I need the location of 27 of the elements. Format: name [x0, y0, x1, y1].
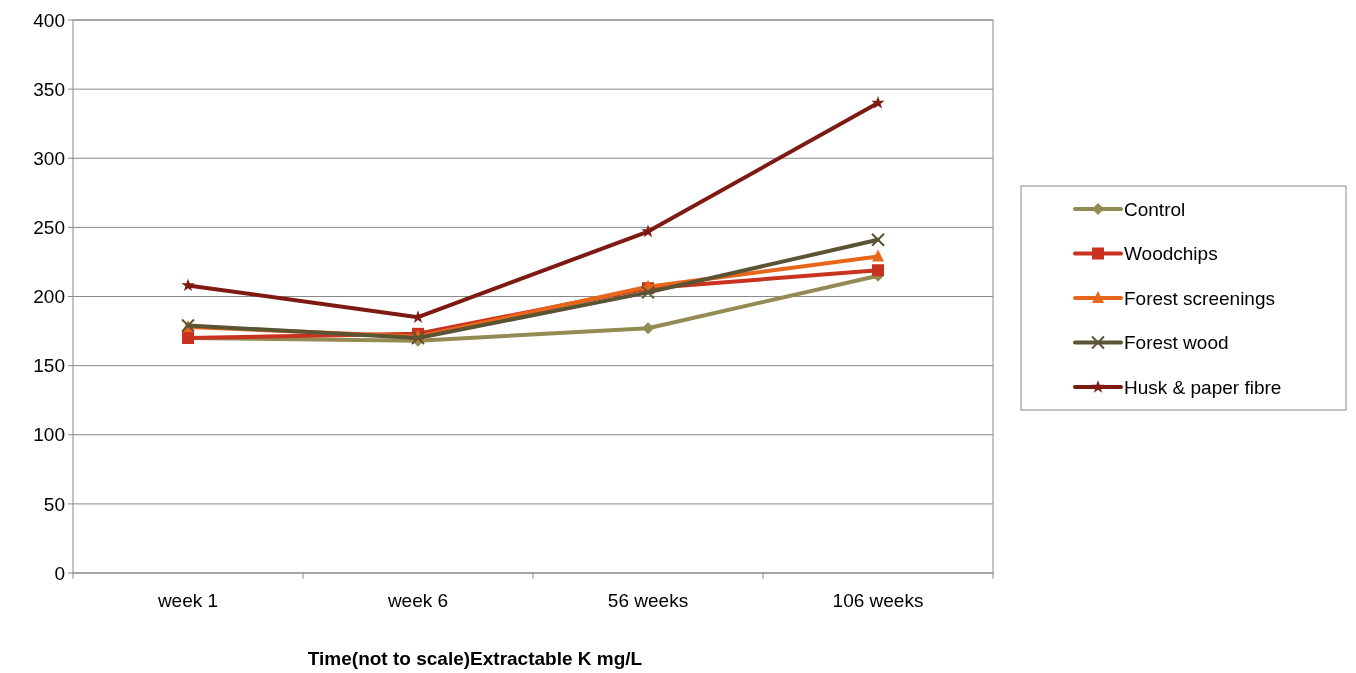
legend-label: Control — [1124, 198, 1186, 220]
point — [642, 322, 654, 335]
x-tick-label: 106 weeks — [832, 590, 924, 611]
legend-label: Woodchips — [1124, 243, 1218, 265]
point — [871, 95, 885, 109]
x-tick-label: week 1 — [156, 590, 219, 611]
y-tick-label: 150 — [33, 355, 65, 377]
y-tick-label: 250 — [33, 217, 65, 239]
y-tick-label: 200 — [33, 286, 65, 308]
legend-label: Husk & paper fibre — [1124, 376, 1282, 398]
y-tick-label: 50 — [43, 493, 65, 515]
x-axis-title: Time(not to scale)Extractable K mg/L — [307, 648, 643, 669]
y-tick-label: 400 — [33, 9, 65, 31]
point — [641, 285, 655, 300]
y-tick-label: 350 — [33, 78, 65, 100]
legend-label: Forest wood — [1124, 332, 1229, 354]
y-tick-label: 300 — [33, 147, 65, 169]
point — [641, 224, 655, 238]
legend-label: Forest screenings — [1124, 287, 1276, 309]
x-tick-label: 56 weeks — [607, 590, 689, 611]
point — [872, 264, 884, 277]
x-tick-label: week 6 — [386, 590, 449, 611]
y-tick-label: 0 — [54, 562, 65, 584]
y-tick-label: 100 — [33, 424, 65, 446]
point — [871, 232, 885, 247]
point — [181, 278, 195, 292]
point — [872, 249, 884, 262]
